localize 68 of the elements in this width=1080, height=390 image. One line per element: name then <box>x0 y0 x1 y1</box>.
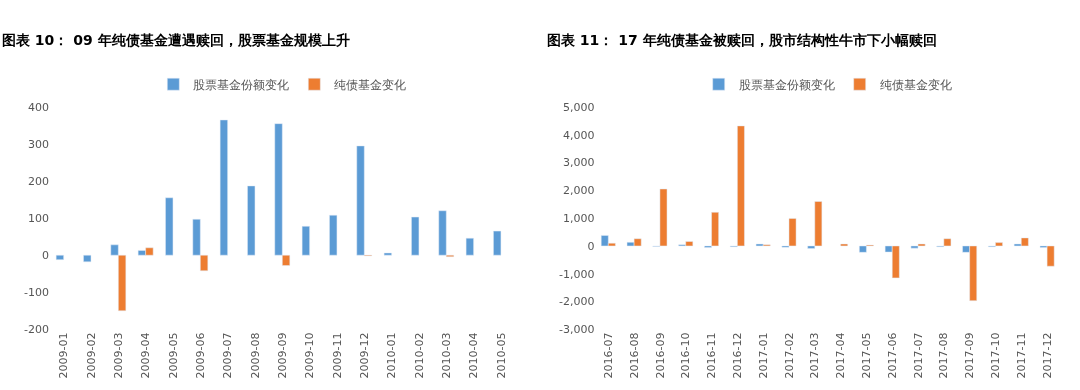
x-tick-label: 2016-11 <box>705 332 719 379</box>
x-tick-label: 2017-02 <box>782 332 796 379</box>
x-tick-label: 2017-03 <box>808 332 822 379</box>
y-tick-label: -1,000 <box>558 267 595 281</box>
legend-label: 纯债基金变化 <box>879 77 952 92</box>
x-tick-label: 2017-09 <box>963 332 977 379</box>
y-tick-label: -2,000 <box>558 295 595 309</box>
x-tick-label: 2017-08 <box>937 332 951 379</box>
bar <box>55 254 64 260</box>
x-tick-label: 2016-09 <box>653 332 667 379</box>
x-tick-label: 2009-08 <box>248 332 262 379</box>
x-tick-label: 2009-09 <box>275 332 289 379</box>
y-tick-label: 3,000 <box>562 156 595 170</box>
x-tick-label: 2017-10 <box>989 332 1003 379</box>
bar <box>247 185 256 256</box>
chart-title: 图表 11： 17 年纯债基金被赎回，股市结构性牛市下小幅赎回 <box>547 32 937 48</box>
x-tick-label: 2010-02 <box>412 332 426 379</box>
x-tick-label: 2009-06 <box>193 332 207 379</box>
x-tick-label: 2009-04 <box>139 332 153 379</box>
y-tick-label: -100 <box>24 286 49 300</box>
x-tick-label: 2009-07 <box>221 332 235 379</box>
x-tick-label: 2010-04 <box>467 332 481 379</box>
x-tick-label: 2009-01 <box>57 332 71 379</box>
bar <box>465 237 474 256</box>
y-tick-label: 100 <box>28 212 49 225</box>
chart-title: 图表 10： 09 年纯债基金遭遇赎回，股票基金规模上升 <box>2 32 350 48</box>
legend-label: 股票基金份额变化 <box>738 77 835 92</box>
y-tick-label: 1,000 <box>562 212 595 225</box>
bar <box>219 119 228 256</box>
x-tick-label: 2010-03 <box>439 332 453 379</box>
x-tick-label: 2009-05 <box>166 332 180 379</box>
x-tick-label: 2017-06 <box>885 332 899 379</box>
x-tick-label: 2017-07 <box>911 332 925 379</box>
legend-label: 纯债基金变化 <box>334 77 407 92</box>
y-tick-label: -200 <box>24 323 49 337</box>
x-tick-label: 2016-12 <box>730 332 744 379</box>
x-tick-label: 2009-10 <box>303 332 317 379</box>
bar <box>411 216 420 256</box>
bar <box>301 226 310 256</box>
bar <box>383 252 392 256</box>
y-tick-label: 400 <box>28 100 49 114</box>
x-tick-label: 2017-12 <box>1040 332 1054 379</box>
y-tick-label: 0 <box>587 239 595 253</box>
x-tick-label: 2016-10 <box>679 332 693 379</box>
x-tick-label: 2009-12 <box>357 332 371 379</box>
y-tick-label: 2,000 <box>562 184 595 198</box>
x-tick-label: 2010-05 <box>494 332 508 379</box>
x-tick-label: 2009-02 <box>84 332 98 379</box>
x-tick-label: 2009-03 <box>111 332 125 379</box>
y-tick-label: -3,000 <box>558 323 595 337</box>
x-tick-label: 2016-08 <box>627 332 641 379</box>
x-tick-label: 2017-04 <box>834 332 848 379</box>
y-tick-label: 5,000 <box>562 100 595 114</box>
y-tick-label: 200 <box>28 174 49 188</box>
bar <box>493 230 502 256</box>
bar <box>83 254 92 263</box>
x-tick-label: 2017-11 <box>1014 332 1028 379</box>
x-tick-label: 2017-01 <box>756 332 770 379</box>
y-tick-label: 300 <box>28 137 49 151</box>
bar <box>329 214 338 256</box>
legend-label: 股票基金份额变化 <box>193 77 290 92</box>
x-tick-label: 2017-05 <box>859 332 873 379</box>
y-tick-label: 0 <box>42 249 49 263</box>
bar <box>165 197 174 256</box>
x-tick-label: 2016-07 <box>601 332 615 379</box>
y-tick-label: 4,000 <box>562 128 595 142</box>
x-tick-label: 2010-01 <box>385 332 399 379</box>
x-tick-label: 2009-11 <box>330 332 344 379</box>
